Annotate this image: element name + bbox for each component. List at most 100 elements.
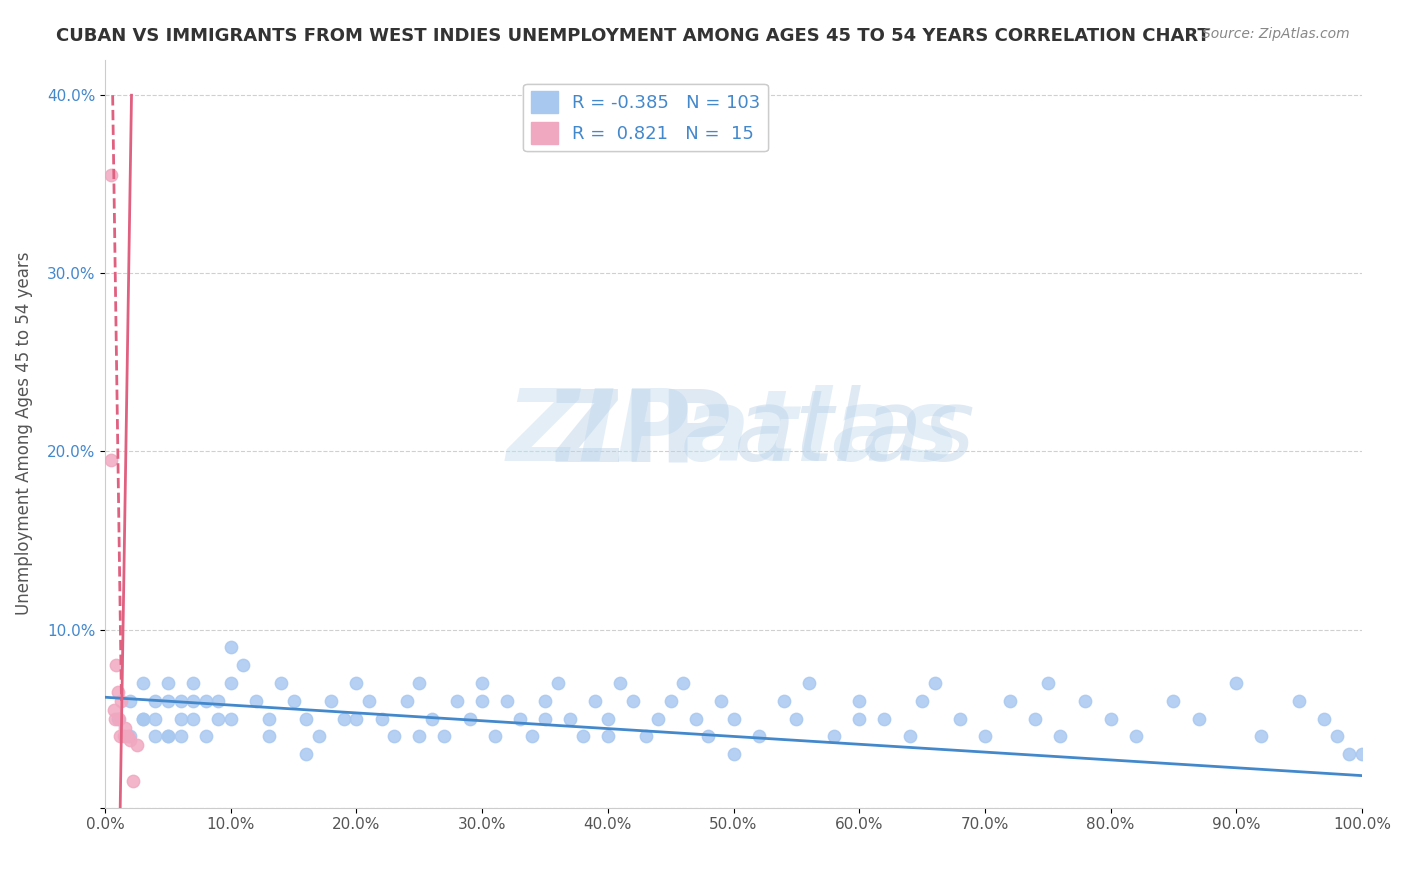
Point	[446, 694, 468, 708]
Point	[219, 712, 242, 726]
Point	[974, 730, 997, 744]
Point	[509, 712, 531, 726]
Point	[1225, 676, 1247, 690]
Legend: R = -0.385   N = 103, R =  0.821   N =  15: R = -0.385 N = 103, R = 0.821 N = 15	[523, 84, 768, 151]
Point	[114, 721, 136, 735]
Point	[496, 694, 519, 708]
Point	[797, 676, 820, 690]
Point	[772, 694, 794, 708]
Point	[1125, 730, 1147, 744]
Point	[723, 712, 745, 726]
Point	[245, 694, 267, 708]
Point	[295, 712, 318, 726]
Point	[672, 676, 695, 690]
Point	[949, 712, 972, 726]
Point	[924, 676, 946, 690]
Point	[547, 676, 569, 690]
Point	[105, 658, 128, 673]
Point	[1187, 712, 1209, 726]
Point	[108, 712, 131, 726]
Point	[484, 730, 506, 744]
Point	[156, 676, 179, 690]
Text: atlas: atlas	[734, 385, 976, 483]
Point	[998, 694, 1021, 708]
Point	[647, 712, 669, 726]
Point	[1313, 712, 1336, 726]
Point	[308, 730, 330, 744]
Point	[898, 730, 921, 744]
Point	[634, 730, 657, 744]
Point	[257, 730, 280, 744]
Text: ZIP: ZIP	[551, 385, 734, 483]
Point	[408, 730, 430, 744]
Point	[1339, 747, 1361, 762]
Point	[257, 712, 280, 726]
Point	[283, 694, 305, 708]
Point	[1351, 747, 1374, 762]
Point	[107, 712, 129, 726]
Point	[1074, 694, 1097, 708]
Point	[1288, 694, 1310, 708]
Point	[100, 169, 122, 183]
Point	[370, 712, 392, 726]
Point	[873, 712, 896, 726]
Point	[710, 694, 733, 708]
Point	[100, 453, 122, 467]
Point	[112, 730, 135, 744]
Point	[1024, 712, 1046, 726]
Point	[1250, 730, 1272, 744]
Point	[125, 739, 148, 753]
Point	[132, 712, 155, 726]
Point	[1099, 712, 1122, 726]
Point	[420, 712, 443, 726]
Point	[659, 694, 682, 708]
Point	[295, 747, 318, 762]
Point	[1036, 676, 1059, 690]
Point	[433, 730, 456, 744]
Point	[120, 733, 142, 747]
Point	[471, 694, 494, 708]
Point	[621, 694, 644, 708]
Point	[321, 694, 343, 708]
Point	[181, 694, 204, 708]
Point	[145, 694, 167, 708]
Text: ZIPatlas: ZIPatlas	[508, 385, 960, 483]
Point	[911, 694, 934, 708]
Point	[522, 730, 544, 744]
Point	[571, 730, 593, 744]
Point	[145, 730, 167, 744]
Point	[346, 676, 368, 690]
Point	[181, 712, 204, 726]
Point	[232, 658, 254, 673]
Point	[723, 747, 745, 762]
Point	[120, 694, 142, 708]
Point	[823, 730, 845, 744]
Point	[848, 712, 870, 726]
Point	[395, 694, 418, 708]
Point	[207, 712, 229, 726]
Point	[121, 774, 143, 789]
Point	[169, 712, 191, 726]
Point	[560, 712, 582, 726]
Point	[471, 676, 494, 690]
Point	[156, 694, 179, 708]
Point	[357, 694, 380, 708]
Y-axis label: Unemployment Among Ages 45 to 54 years: Unemployment Among Ages 45 to 54 years	[15, 252, 32, 615]
Point	[104, 712, 127, 726]
Point	[103, 703, 125, 717]
Point	[609, 676, 631, 690]
Point	[346, 712, 368, 726]
Point	[107, 685, 129, 699]
Point	[697, 730, 720, 744]
Point	[169, 694, 191, 708]
Text: CUBAN VS IMMIGRANTS FROM WEST INDIES UNEMPLOYMENT AMONG AGES 45 TO 54 YEARS CORR: CUBAN VS IMMIGRANTS FROM WEST INDIES UNE…	[56, 27, 1211, 45]
Point	[117, 730, 139, 744]
Point	[685, 712, 707, 726]
Point	[156, 730, 179, 744]
Point	[207, 694, 229, 708]
Point	[333, 712, 356, 726]
Point	[583, 694, 606, 708]
Point	[132, 712, 155, 726]
Point	[458, 712, 481, 726]
Point	[1326, 730, 1348, 744]
